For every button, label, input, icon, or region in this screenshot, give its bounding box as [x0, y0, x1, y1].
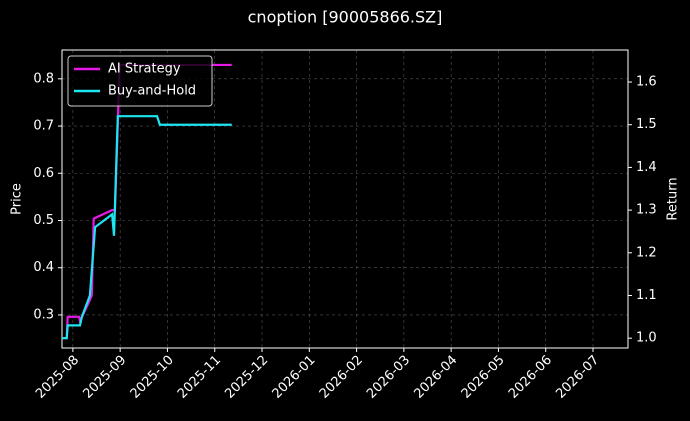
legend-label: Buy-and-Hold: [108, 84, 196, 99]
x-tick-label: 2026-01: [270, 353, 319, 402]
y-tick-label: 0.3: [33, 307, 54, 322]
plot-frame: [61, 49, 629, 349]
y2-tick-label: 1.1: [636, 288, 657, 303]
x-tick-label: 2026-03: [364, 353, 413, 402]
y-tick-label: 0.6: [33, 166, 54, 181]
x-tick-label: 2025-12: [222, 353, 271, 402]
chart-title: cnoption [90005866.SZ]: [248, 8, 443, 27]
x-tick-label: 2025-09: [80, 353, 129, 402]
y-tick-label: 0.7: [33, 119, 54, 134]
x-tick-label: 2025-08: [33, 353, 82, 402]
x-tick-label: 2026-02: [317, 353, 366, 402]
y2-tick-label: 1.3: [636, 203, 657, 218]
x-tick-label: 2025-11: [175, 353, 224, 402]
legend-label: AI Strategy: [108, 62, 181, 77]
y-tick-label: 0.5: [33, 213, 54, 228]
x-tick-label: 2026-04: [411, 353, 460, 402]
y-tick-label: 0.4: [33, 260, 54, 275]
y2-tick-label: 1.2: [636, 245, 657, 260]
y-tick-label: 0.8: [33, 71, 54, 86]
y2-tick-label: 1.5: [636, 117, 657, 132]
series-line: [62, 115, 232, 340]
y2-axis-label: Return: [666, 177, 681, 220]
y-axis-label: Price: [10, 183, 25, 215]
x-tick-label: 2025-10: [128, 353, 177, 402]
y2-tick-label: 1.0: [636, 331, 657, 346]
x-tick-label: 2026-05: [459, 353, 508, 402]
y2-tick-label: 1.4: [636, 160, 657, 175]
y2-tick-label: 1.6: [636, 75, 657, 90]
legend-box: [67, 55, 213, 107]
x-tick-label: 2026-06: [506, 353, 555, 402]
x-tick-label: 2026-07: [553, 353, 602, 402]
